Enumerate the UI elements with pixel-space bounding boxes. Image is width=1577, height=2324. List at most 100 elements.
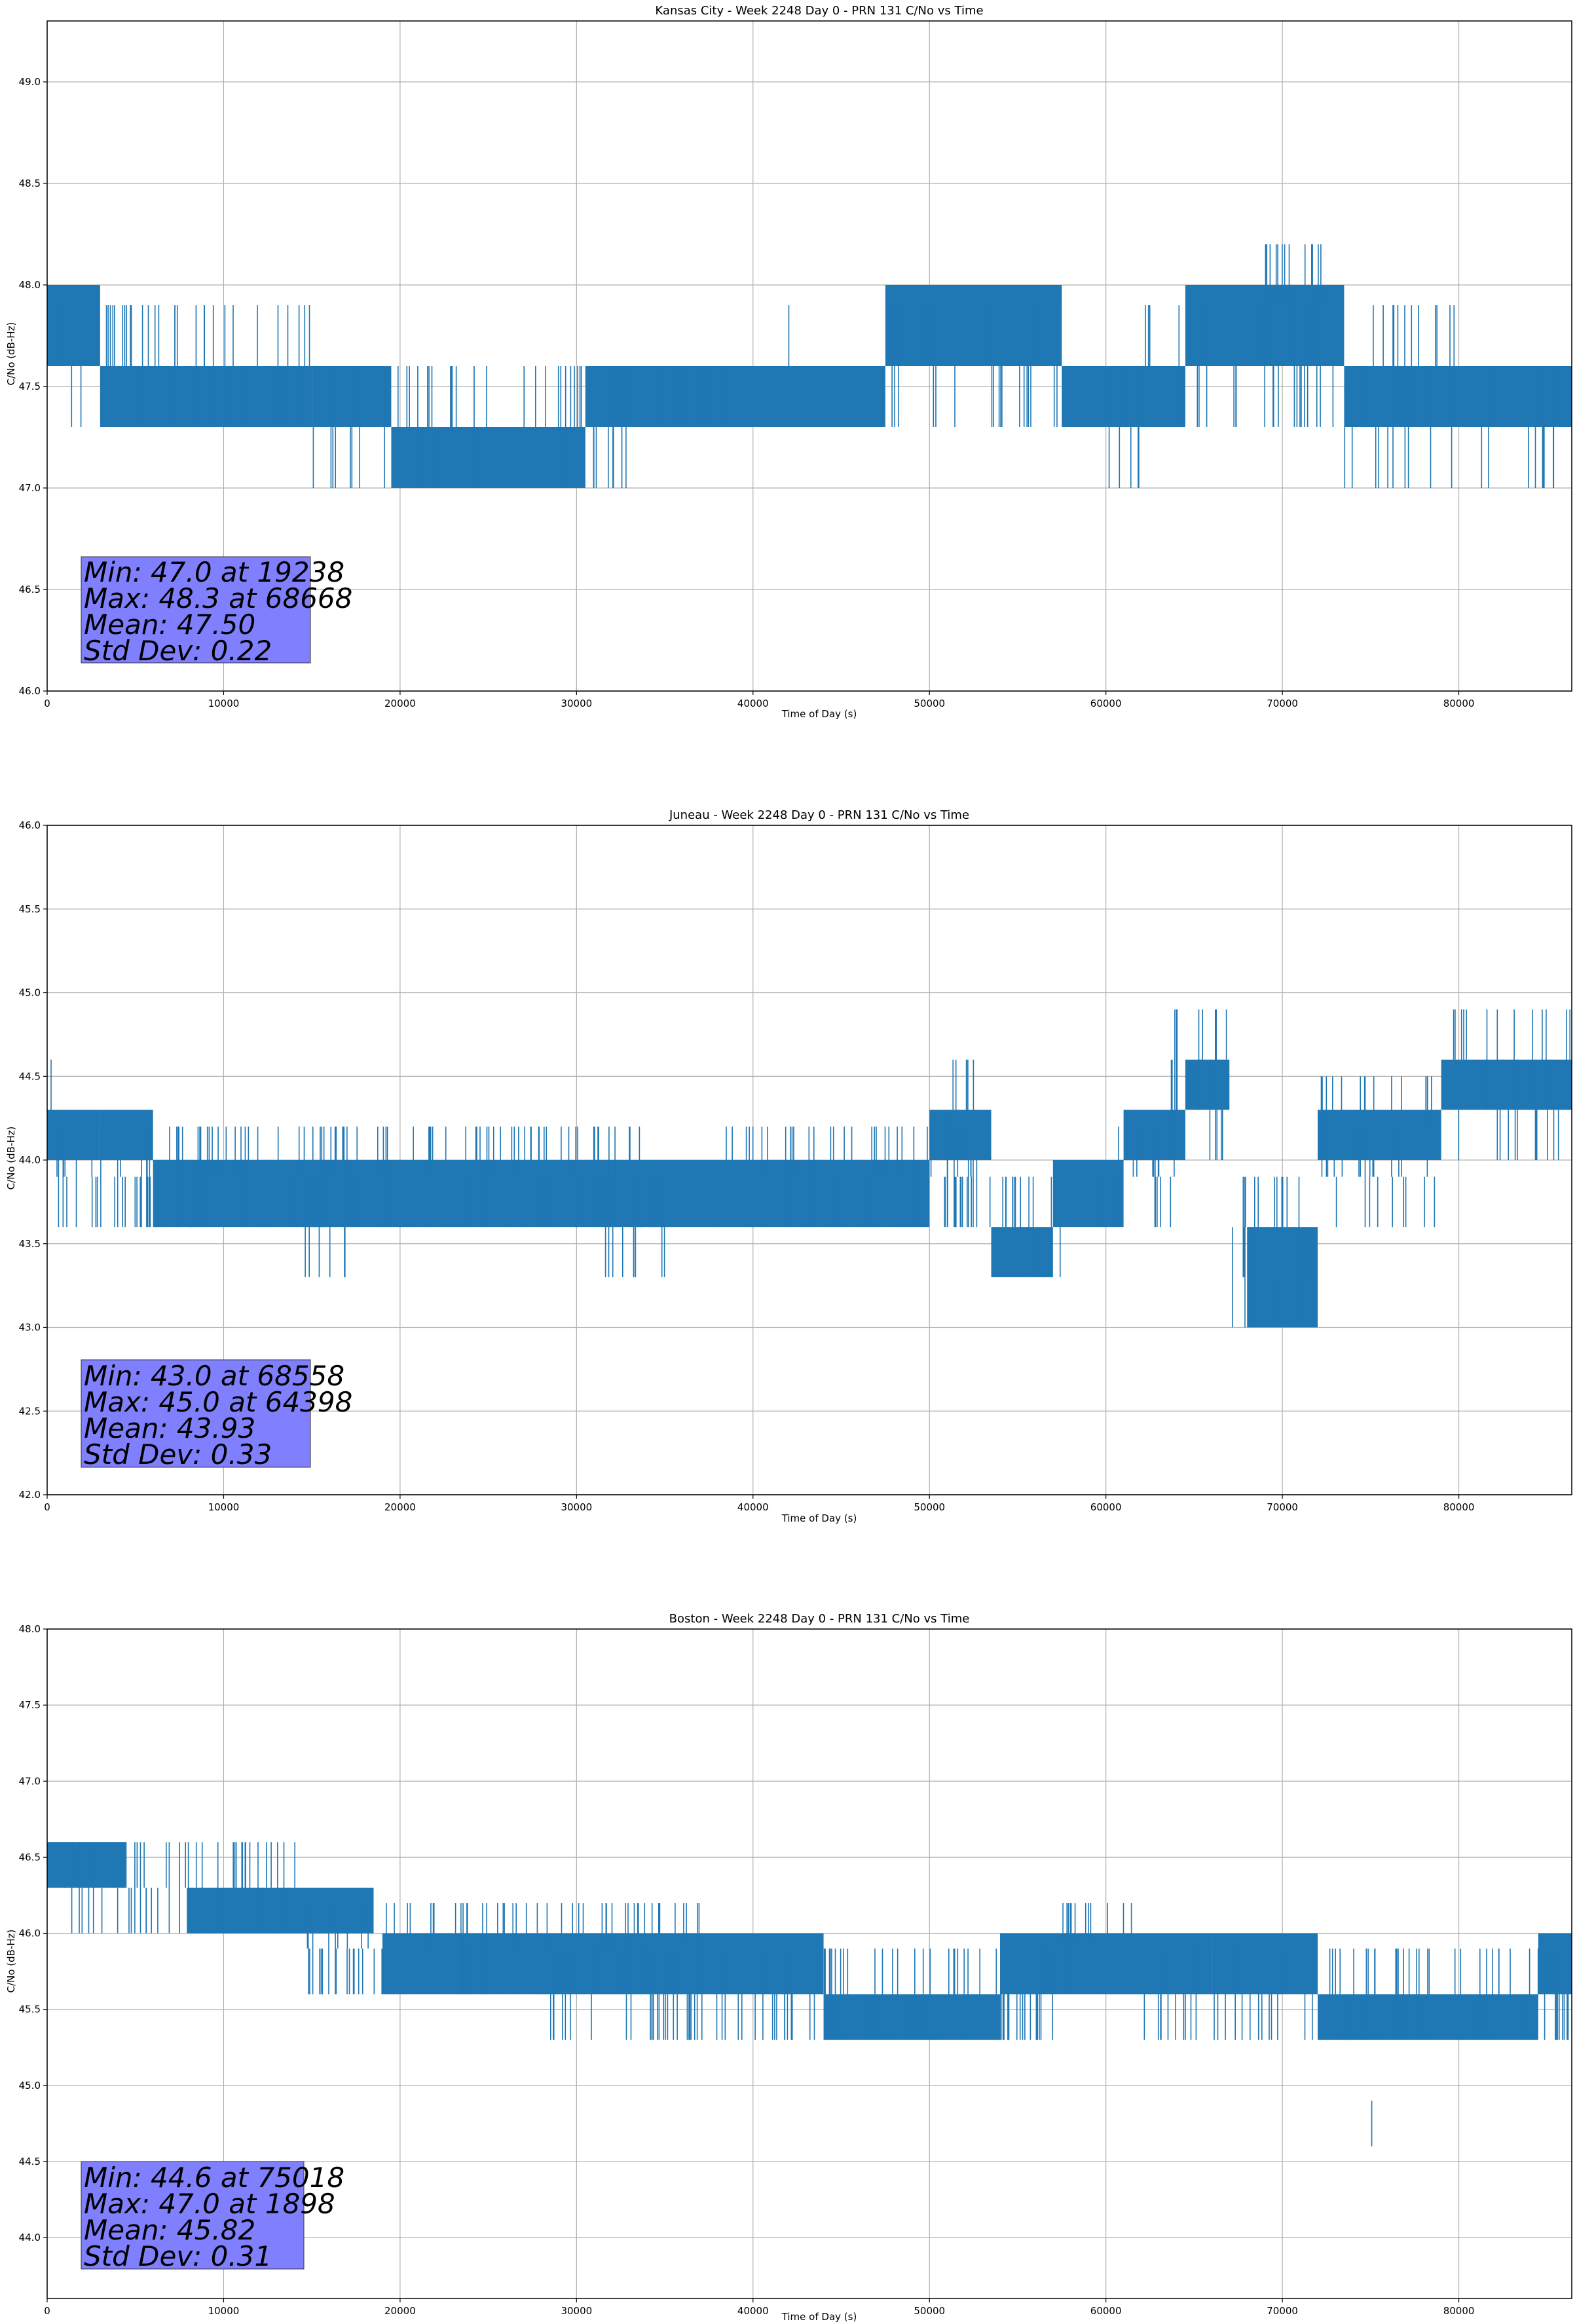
y-tick-label: 44.0 [19,2232,41,2243]
x-tick-label: 10000 [208,1501,240,1513]
chart-title: Boston - Week 2248 Day 0 - PRN 131 C/No … [669,1612,970,1626]
data-band [1000,1933,1212,1995]
y-tick-label: 47.5 [19,381,41,392]
stats-mean: Mean: 43.93 [84,1412,255,1444]
data-spikes [56,1126,151,1228]
stats-max: Max: 47.0 at 1898 [84,2188,335,2220]
x-tick-label: 80000 [1443,2305,1475,2317]
y-tick-label: 47.0 [19,1775,41,1787]
axes-frame [46,20,1572,692]
y-tick-label: 46.5 [19,1851,41,1863]
y-tick-label: 43.0 [19,1322,41,1334]
data-band [188,1887,374,1934]
x-tick-label: 60000 [1090,2305,1122,2317]
y-tick-label: 46.0 [19,685,41,697]
y-axis-label: C/No (dB-Hz) [5,322,17,386]
x-tick-label: 40000 [737,2305,769,2317]
y-tick-label: 47.0 [19,482,41,494]
data-spikes [652,366,741,427]
x-tick-label: 20000 [384,1501,416,1513]
data-band [100,366,312,427]
y-axis-label: C/No (dB-Hz) [5,1127,17,1190]
data-band [1318,1110,1441,1160]
y-tick-label: 44.0 [19,1154,41,1166]
x-tick-label: 80000 [1443,1501,1475,1513]
data-band [1441,1059,1572,1110]
y-tick-label: 49.0 [19,76,41,88]
data-band [1052,1160,1124,1228]
chart-panel-juneau: Juneau - Week 2248 Day 0 - PRN 131 C/No … [5,808,1572,1524]
stats-box-background [81,1359,311,1468]
data-band [47,1110,100,1160]
x-tick-label: 20000 [384,2305,416,2317]
data-band [391,427,585,488]
x-tick-label: 20000 [384,698,416,709]
y-tick-label: 45.0 [19,987,41,999]
x-tick-label: 0 [44,1501,50,1513]
x-tick-label: 60000 [1090,1501,1122,1513]
x-tick-label: 0 [44,2305,50,2317]
data-spikes [1170,1009,1227,1160]
x-tick-label: 70000 [1267,698,1298,709]
stats-box-background [81,2161,305,2270]
data-band [1212,1933,1318,1995]
data-band [1062,366,1185,427]
stats-max: Max: 45.0 at 64398 [84,1386,352,1418]
chart-title: Kansas City - Week 2248 Day 0 - PRN 131 … [655,4,983,18]
x-tick-label: 30000 [561,2305,592,2317]
stats-min: Min: 43.0 at 68558 [84,1360,344,1392]
y-tick-label: 43.5 [19,1238,41,1250]
stats-box: Min: 44.6 at 75018 Max: 47.0 at 1898 Mea… [81,2161,344,2272]
stats-std-dev: Std Dev: 0.31 [84,2240,272,2272]
data-band [153,1160,753,1228]
data-band [382,1933,824,1995]
axes-frame [46,1628,1572,2299]
x-tick-label: 0 [44,698,50,709]
chart-panel-boston: Boston - Week 2248 Day 0 - PRN 131 C/No … [5,1612,1572,2323]
y-tick-label: 42.5 [19,1405,41,1417]
y-tick-label: 45.5 [19,903,41,915]
data-spikes [57,1842,197,1934]
stats-mean: Mean: 47.50 [84,609,255,641]
data-band [885,285,1062,366]
x-tick-label: 70000 [1267,2305,1298,2317]
stats-std-dev: Std Dev: 0.22 [84,635,272,667]
data-series [47,1842,1572,2146]
y-tick-label: 47.5 [19,1699,41,1711]
data-band [100,1110,153,1160]
data-band [752,1160,930,1228]
y-tick-label: 48.0 [19,1623,41,1635]
stats-box: Min: 47.0 at 19238 Max: 48.3 at 68668 Me… [81,556,352,667]
x-tick-label: 30000 [561,698,592,709]
x-tick-label: 80000 [1443,698,1475,709]
x-axis-label: Time of Day (s) [781,2311,857,2323]
y-axis-label: C/No (dB-Hz) [5,1930,17,1993]
x-tick-label: 30000 [561,1501,592,1513]
y-tick-label: 45.0 [19,2080,41,2091]
chart-title: Juneau - Week 2248 Day 0 - PRN 131 C/No … [669,808,969,822]
stats-box-background [81,556,311,664]
data-series [47,1009,1572,1328]
x-tick-label: 50000 [914,2305,945,2317]
data-band [47,1842,127,1888]
chart-panel-kansas-city: Kansas City - Week 2248 Day 0 - PRN 131 … [5,4,1572,720]
x-axis-label: Time of Day (s) [781,1512,857,1524]
y-tick-label: 42.0 [19,1489,41,1501]
stats-box: Min: 43.0 at 68558 Max: 45.0 at 64398 Me… [81,1359,352,1471]
y-tick-label: 46.5 [19,584,41,595]
x-tick-label: 60000 [1090,698,1122,709]
x-tick-label: 40000 [737,1501,769,1513]
x-tick-label: 50000 [914,1501,945,1513]
y-tick-label: 46.0 [19,819,41,831]
data-spikes [604,1176,665,1277]
stats-min: Min: 44.6 at 75018 [84,2162,344,2194]
x-tick-label: 70000 [1267,1501,1298,1513]
y-tick-label: 48.5 [19,178,41,189]
data-spikes [303,1176,350,1277]
x-tick-label: 40000 [737,698,769,709]
y-tick-label: 44.5 [19,1070,41,1082]
data-band [1185,1059,1230,1110]
data-band [585,366,885,427]
y-tick-label: 48.0 [19,279,41,291]
